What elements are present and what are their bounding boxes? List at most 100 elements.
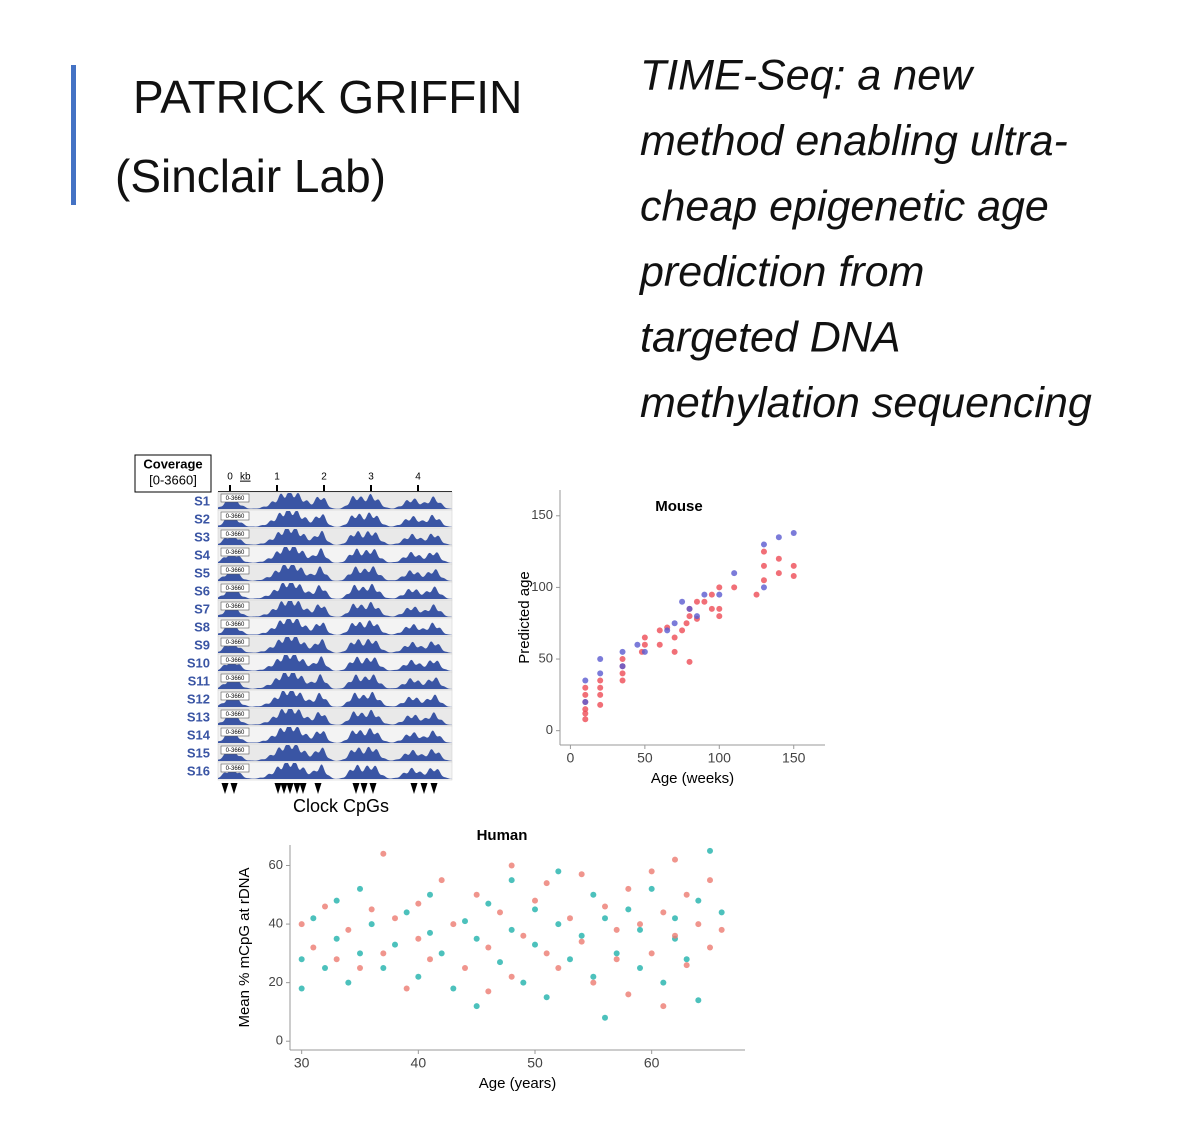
point	[679, 598, 686, 605]
x-tick-label: 50	[637, 750, 653, 766]
point	[357, 965, 363, 971]
sample-label: S6	[194, 583, 210, 598]
point	[380, 850, 387, 857]
row-range-box	[220, 601, 250, 611]
point	[578, 932, 585, 939]
coverage-peaks	[218, 583, 452, 599]
point	[532, 941, 538, 948]
point	[625, 991, 632, 998]
sample-label: S11	[188, 673, 210, 688]
point	[582, 684, 589, 691]
point	[543, 950, 550, 957]
accent-bar	[71, 65, 76, 205]
row-range-box	[220, 619, 250, 629]
point	[357, 950, 363, 957]
point	[731, 570, 738, 577]
x-tick-label: 30	[294, 1055, 310, 1071]
point	[532, 906, 538, 913]
cpg-arrow	[230, 783, 238, 794]
point	[427, 956, 433, 963]
point	[597, 691, 604, 698]
point	[718, 909, 725, 916]
row-range-box	[220, 637, 250, 647]
point	[648, 868, 655, 875]
y-tick-label: 20	[269, 974, 283, 989]
point	[671, 620, 678, 627]
point	[683, 891, 690, 898]
coverage-figure: Coverage[0-3660] 0 1 2 3 4 kb 0-3660 S1 0-3660 S2 0…	[134, 454, 453, 816]
point	[625, 906, 632, 913]
charts: Mouse 0 50 100 150 0 50 100 150 Age (weeks) Predic…	[236, 490, 825, 1092]
point	[368, 906, 375, 913]
point	[567, 915, 573, 922]
row-range: 0-3660	[226, 496, 245, 502]
row-range-box	[220, 745, 250, 755]
row-range: 0-3660	[226, 766, 245, 772]
point	[298, 985, 305, 992]
sample-label: S1	[194, 493, 210, 508]
point	[438, 950, 445, 957]
row-range-box	[220, 709, 250, 719]
point	[613, 926, 620, 933]
point	[660, 979, 667, 986]
point	[672, 856, 678, 863]
point	[707, 847, 713, 854]
coverage-peaks	[218, 511, 452, 527]
point	[392, 915, 398, 922]
point	[508, 973, 515, 980]
cpg-arrow	[420, 783, 428, 794]
title-line: methylation sequencing	[640, 379, 1092, 427]
point	[473, 935, 480, 942]
point	[333, 956, 340, 963]
row-range: 0-3660	[226, 622, 245, 628]
point	[672, 932, 678, 939]
point	[298, 921, 305, 928]
point	[701, 591, 708, 598]
cpg-arrow	[221, 783, 229, 794]
point	[760, 584, 767, 591]
point	[415, 900, 422, 907]
point	[590, 891, 597, 898]
cpg-arrow	[430, 783, 438, 794]
point	[582, 710, 589, 717]
point	[716, 584, 723, 591]
point	[679, 627, 686, 634]
point	[672, 915, 678, 922]
coverage-title: Coverage	[143, 456, 202, 471]
sample-label: S8	[194, 619, 210, 634]
point	[619, 677, 626, 684]
sample-label: S9	[194, 637, 210, 652]
point	[619, 648, 626, 655]
point	[708, 591, 715, 598]
point	[590, 973, 597, 980]
row-range: 0-3660	[226, 730, 245, 736]
point	[602, 915, 608, 922]
point	[597, 656, 604, 663]
point	[718, 926, 725, 933]
point	[637, 965, 643, 971]
cpg-arrow	[314, 783, 322, 794]
y-tick-label: 150	[531, 507, 553, 522]
point	[555, 965, 562, 971]
point	[701, 598, 708, 605]
point	[790, 572, 797, 579]
point	[656, 627, 663, 634]
sample-label: S10	[187, 655, 210, 670]
coverage-peaks	[218, 691, 452, 707]
point	[693, 613, 700, 620]
sample-label: S14	[187, 727, 211, 742]
coverage-box	[134, 454, 212, 493]
point	[656, 641, 663, 648]
x-tick-label: 100	[708, 750, 732, 766]
row-range: 0-3660	[226, 658, 245, 664]
coverage-peaks	[218, 727, 452, 743]
y-tick-label: 0	[276, 1033, 283, 1048]
point	[555, 868, 562, 875]
point	[578, 871, 585, 878]
point	[716, 591, 723, 598]
row-range: 0-3660	[226, 586, 245, 592]
point	[597, 701, 604, 708]
point	[760, 548, 767, 555]
point	[392, 941, 398, 948]
